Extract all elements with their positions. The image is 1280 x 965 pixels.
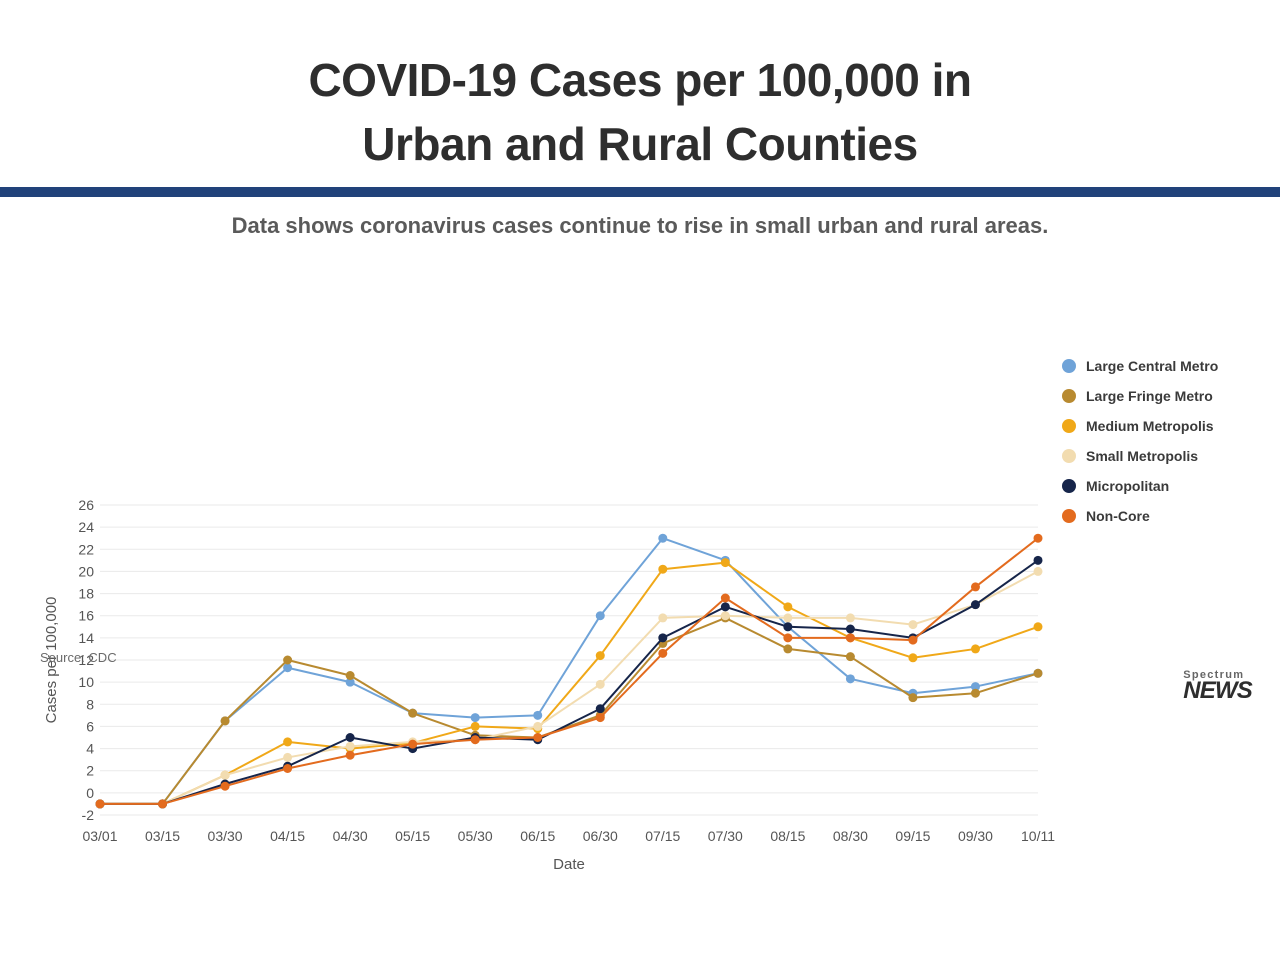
legend-label: Micropolitan [1086, 478, 1169, 494]
legend-item: Medium Metropolis [1062, 418, 1218, 434]
svg-text:07/15: 07/15 [645, 828, 680, 844]
svg-text:6: 6 [86, 718, 94, 734]
svg-text:05/30: 05/30 [458, 828, 493, 844]
svg-text:8: 8 [86, 696, 94, 712]
legend-dot [1062, 509, 1076, 523]
divider-rule [0, 187, 1280, 197]
legend-label: Non-Core [1086, 508, 1150, 524]
legend-label: Medium Metropolis [1086, 418, 1214, 434]
svg-text:03/01: 03/01 [82, 828, 117, 844]
svg-text:08/15: 08/15 [770, 828, 805, 844]
legend-label: Large Fringe Metro [1086, 388, 1213, 404]
legend-dot [1062, 449, 1076, 463]
svg-text:26: 26 [78, 497, 94, 513]
legend-item: Non-Core [1062, 508, 1218, 524]
svg-text:03/30: 03/30 [208, 828, 243, 844]
svg-text:16: 16 [78, 607, 94, 623]
legend-label: Small Metropolis [1086, 448, 1198, 464]
svg-text:20: 20 [78, 563, 94, 579]
line-chart: -20246810121416182022242603/0103/1503/30… [0, 245, 1280, 965]
legend-label: Large Central Metro [1086, 358, 1218, 374]
legend-dot [1062, 389, 1076, 403]
chart-subtitle: Data shows coronavirus cases continue to… [0, 197, 1280, 245]
svg-text:2: 2 [86, 762, 94, 778]
title-line-1: COVID-19 Cases per 100,000 in [308, 54, 971, 106]
svg-text:09/15: 09/15 [895, 828, 930, 844]
legend-dot [1062, 419, 1076, 433]
svg-text:04/15: 04/15 [270, 828, 305, 844]
svg-text:14: 14 [78, 630, 94, 646]
legend-item: Large Fringe Metro [1062, 388, 1218, 404]
legend-dot [1062, 359, 1076, 373]
svg-text:06/30: 06/30 [583, 828, 618, 844]
legend-dot [1062, 479, 1076, 493]
svg-text:05/15: 05/15 [395, 828, 430, 844]
svg-text:10/11: 10/11 [1021, 828, 1055, 844]
svg-text:10: 10 [78, 674, 94, 690]
svg-text:4: 4 [86, 740, 94, 756]
svg-text:Date: Date [553, 856, 585, 873]
svg-text:04/30: 04/30 [333, 828, 368, 844]
logo-line-2: NEWS [1183, 680, 1252, 702]
svg-text:09/30: 09/30 [958, 828, 993, 844]
chart-title: COVID-19 Cases per 100,000 in Urban and … [0, 0, 1280, 187]
source-text: Source: CDC [40, 650, 117, 665]
legend-item: Small Metropolis [1062, 448, 1218, 464]
svg-text:0: 0 [86, 785, 94, 801]
svg-text:-2: -2 [82, 807, 95, 823]
svg-text:18: 18 [78, 585, 94, 601]
svg-text:08/30: 08/30 [833, 828, 868, 844]
svg-text:22: 22 [78, 541, 94, 557]
legend-item: Micropolitan [1062, 478, 1218, 494]
svg-text:03/15: 03/15 [145, 828, 180, 844]
logo: Spectrum NEWS [1183, 671, 1252, 702]
title-line-2: Urban and Rural Counties [362, 118, 917, 170]
svg-text:24: 24 [78, 519, 94, 535]
svg-text:06/15: 06/15 [520, 828, 555, 844]
svg-text:07/30: 07/30 [708, 828, 743, 844]
legend-item: Large Central Metro [1062, 358, 1218, 374]
legend: Large Central Metro Large Fringe Metro Med… [1062, 358, 1218, 538]
